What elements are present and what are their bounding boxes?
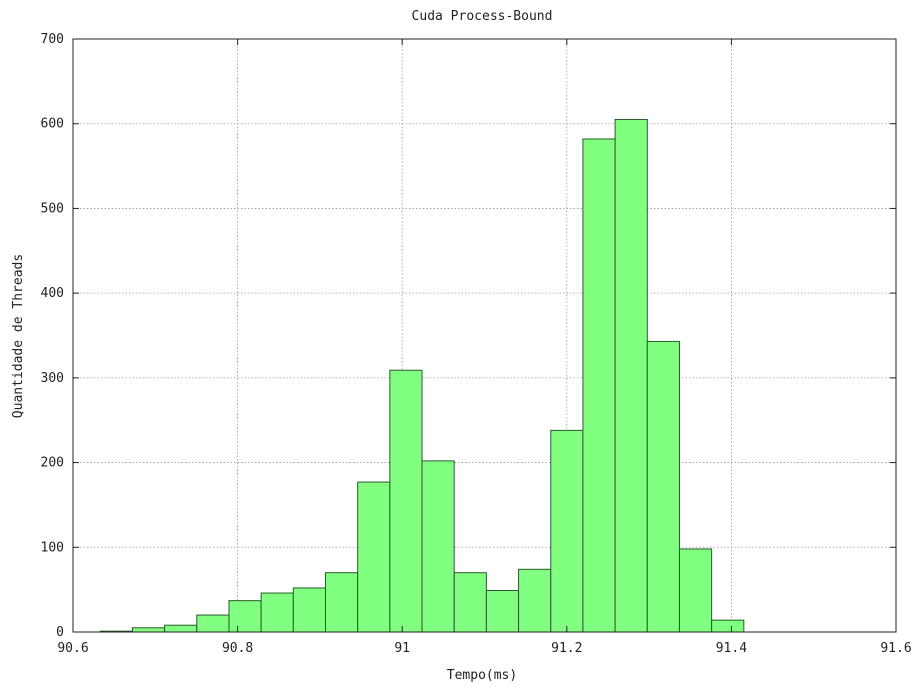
histogram-bar — [324, 572, 359, 633]
histogram-bar — [614, 118, 648, 633]
histogram-bar — [164, 624, 198, 633]
histogram-bar — [550, 429, 584, 633]
histogram-bar — [711, 619, 745, 633]
x-axis-label: Tempo(ms) — [447, 668, 517, 683]
y-tick-label: 700 — [41, 32, 64, 47]
y-tick-label: 200 — [41, 456, 64, 471]
x-tick-label: 91.2 — [551, 641, 582, 656]
x-tick-label: 91.6 — [880, 641, 911, 656]
histogram-bar — [453, 572, 487, 633]
histogram-bar — [518, 568, 552, 633]
histogram-bar — [196, 614, 230, 633]
histogram-bar — [646, 340, 680, 633]
y-tick-label: 0 — [56, 625, 64, 640]
histogram-bar — [260, 592, 294, 633]
y-axis-label: Quantidade de Threads — [11, 254, 26, 418]
histogram-bar — [582, 138, 616, 633]
histogram-bar — [292, 587, 326, 633]
histogram-bar — [678, 548, 713, 633]
x-tick-label: 90.6 — [57, 641, 88, 656]
histogram-bar — [228, 600, 262, 633]
plot-frame — [72, 38, 897, 633]
axes: 90.6 90.8 91 91.2 91.4 91.6 0 100 200 300 400 500 60… — [41, 32, 912, 656]
y-tick-label: 100 — [41, 540, 64, 555]
chart-title: Cuda Process-Bound — [412, 9, 553, 24]
y-tick-label: 400 — [41, 286, 64, 301]
grid — [73, 39, 896, 632]
x-tick-label: 90.8 — [222, 641, 253, 656]
y-tick-label: 500 — [41, 201, 64, 216]
y-tick-label: 300 — [41, 371, 64, 386]
histogram-bar — [389, 369, 423, 633]
histogram-bar — [485, 589, 520, 633]
histogram-bar — [421, 460, 455, 633]
y-tick-label: 600 — [41, 117, 64, 132]
histogram-bar — [357, 481, 391, 633]
x-tick-label: 91.4 — [716, 641, 747, 656]
histogram-bars — [99, 118, 745, 633]
histogram-bar — [131, 627, 166, 633]
x-tick-label: 91 — [394, 641, 410, 656]
